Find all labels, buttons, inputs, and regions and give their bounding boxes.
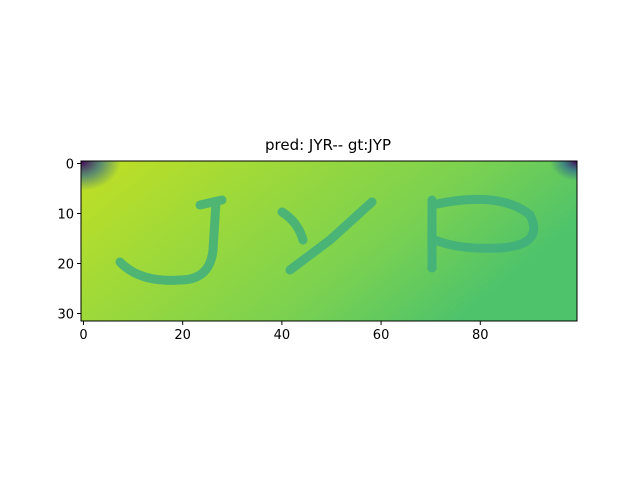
x-tick-label: 40 <box>274 328 291 343</box>
x-tick-label: 20 <box>174 328 191 343</box>
x-tick-label: 0 <box>79 328 87 343</box>
axes-frame <box>80 160 578 322</box>
image <box>81 161 577 321</box>
y-tick-label: 10 <box>57 208 74 223</box>
y-tick-label: 20 <box>57 258 74 273</box>
x-tick-label: 60 <box>373 328 390 343</box>
chart-title: pred: JYR-- gt:JYP <box>265 136 391 154</box>
y-tick-label: 0 <box>66 158 74 173</box>
x-tick-label: 80 <box>472 328 489 343</box>
y-tick-label: 30 <box>57 308 74 323</box>
